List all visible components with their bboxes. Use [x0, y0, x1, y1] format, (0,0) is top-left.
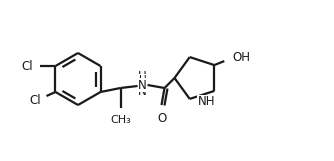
Text: Cl: Cl — [30, 94, 41, 106]
Text: OH: OH — [232, 51, 250, 64]
Text: H
N: H N — [138, 70, 147, 98]
Text: NH: NH — [198, 95, 215, 108]
Text: CH₃: CH₃ — [110, 115, 131, 125]
Text: H: H — [139, 75, 146, 85]
Text: N: N — [138, 79, 147, 91]
Text: O: O — [157, 112, 166, 125]
Text: Cl: Cl — [22, 60, 33, 72]
